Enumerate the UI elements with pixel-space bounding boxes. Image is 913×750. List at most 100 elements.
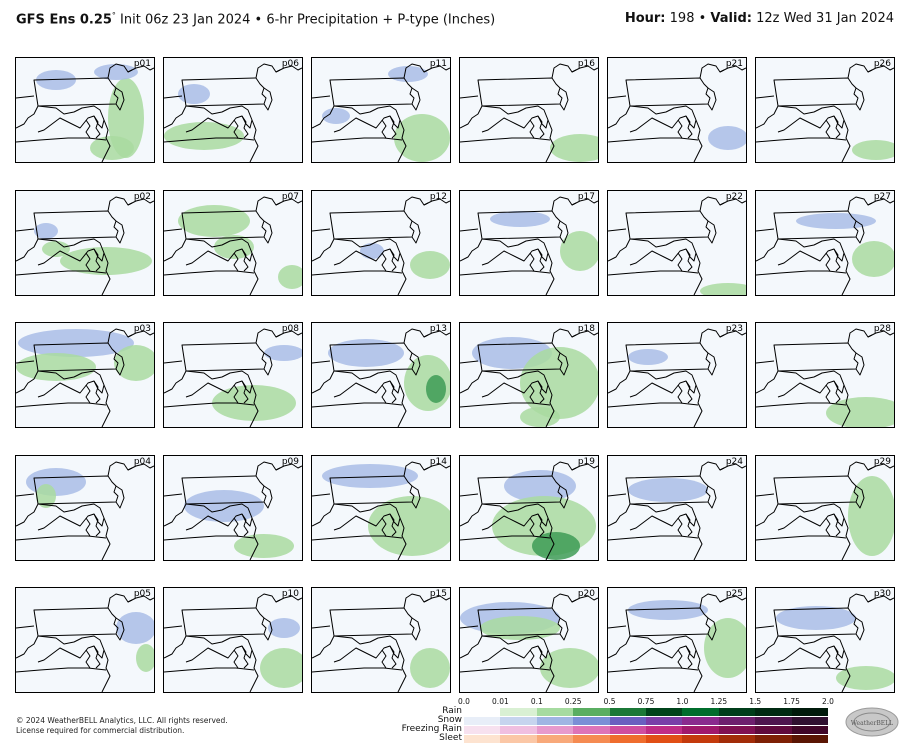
state-border: [608, 105, 631, 129]
ensemble-panel-p12: p12: [311, 189, 451, 296]
state-border: [164, 238, 187, 262]
snow-precip-area: [34, 222, 58, 239]
state-border: [608, 270, 699, 276]
rain-precip-area: [136, 644, 154, 673]
rain-precip-area: [426, 375, 446, 404]
state-border: [481, 503, 549, 531]
state-border: [756, 625, 775, 629]
panel-map: [460, 461, 598, 560]
rain-precip-area: [848, 475, 894, 556]
snow-precip-area: [628, 600, 708, 621]
state-border: [255, 196, 281, 244]
state-border: [460, 535, 551, 541]
state-border: [33, 342, 119, 372]
legend-swatch: [791, 735, 829, 743]
state-border: [312, 535, 403, 541]
legend-swatch: [791, 717, 829, 725]
ensemble-panel-p26: p26: [755, 57, 895, 163]
state-border: [16, 238, 39, 262]
state-border: [185, 238, 253, 266]
state-border: [719, 463, 746, 471]
state-border: [249, 385, 259, 428]
legend-bar-snow: [464, 717, 829, 725]
state-border: [545, 252, 555, 295]
state-border: [481, 105, 549, 133]
valid-label: Valid:: [710, 11, 752, 26]
legend-swatch: [573, 708, 610, 716]
degree-mark: °: [111, 11, 116, 20]
panel-map: [164, 196, 302, 295]
state-border: [333, 105, 401, 133]
state-border: [37, 635, 105, 663]
panel-label: p16: [577, 59, 595, 69]
state-border: [719, 330, 746, 338]
state-border: [312, 370, 335, 394]
panel-map: [608, 461, 746, 560]
panel-map: [164, 63, 302, 162]
snow-precip-area: [184, 489, 264, 522]
rain-precip-area: [520, 347, 598, 420]
legend-swatch: [609, 726, 647, 734]
panel-map: [756, 196, 894, 295]
state-border: [825, 646, 841, 669]
legend-swatch: [464, 708, 501, 716]
ensemble-panel-p13: p13: [311, 322, 451, 429]
state-border: [185, 503, 253, 531]
state-border: [777, 635, 845, 663]
weatherbell-logo: WeatherBELL: [845, 707, 899, 737]
state-border: [777, 370, 845, 398]
state-border: [312, 625, 331, 629]
panel-map: [756, 328, 894, 428]
state-border: [719, 198, 746, 206]
state-border: [777, 238, 845, 266]
state-border: [847, 328, 873, 376]
state-border: [101, 252, 111, 295]
panel-label: p01: [133, 59, 151, 69]
legend-swatch: [682, 717, 719, 725]
state-border: [460, 493, 479, 497]
ensemble-panel-p01: p01: [15, 57, 155, 163]
state-border: [608, 238, 631, 262]
header: GFS Ens 0.25° Init 06z 23 Jan 2024 • 6-h…: [0, 0, 913, 38]
legend-swatch: [536, 708, 574, 716]
ptype-label-snow: Snow: [437, 715, 462, 725]
legend-tick-label: 1.25: [710, 697, 728, 706]
state-border: [127, 198, 154, 206]
ensemble-panel-p15: p15: [311, 587, 451, 694]
legend-swatch: [791, 726, 829, 734]
state-border: [312, 137, 403, 143]
snow-precip-area: [322, 463, 418, 488]
panel-label: p23: [725, 324, 743, 335]
ensemble-panel-grid: p01 p06 p11 p16 p21 p26 p02 p07 p12 p17 p22 p27 p03 p…: [15, 57, 897, 694]
panel-label: p17: [577, 191, 595, 202]
legend-tick-label: 0.5: [603, 697, 616, 706]
license-text: License required for commercial distribu…: [16, 726, 185, 735]
ensemble-panel-p03: p03: [15, 322, 155, 429]
state-border: [16, 667, 107, 673]
ensemble-panel-p27: p27: [755, 189, 895, 296]
state-border: [107, 196, 133, 244]
state-border: [127, 595, 154, 603]
legend-swatch: [464, 735, 501, 743]
legend-swatch: [609, 735, 647, 743]
state-border: [33, 475, 119, 505]
legend-tick-label: 0.75: [637, 697, 655, 706]
legend-tick-label: 1.0: [676, 697, 689, 706]
state-border: [460, 95, 479, 99]
state-border: [107, 461, 133, 509]
map-title: GFS Ens 0.25° Init 06z 23 Jan 2024 • 6-h…: [16, 11, 495, 27]
state-border: [85, 646, 101, 669]
state-border: [571, 330, 598, 338]
legend-swatch: [755, 726, 792, 734]
state-border: [16, 503, 39, 527]
panel-label: p08: [281, 324, 299, 335]
state-border: [477, 342, 563, 372]
snow-precip-area: [18, 329, 134, 358]
state-border: [677, 513, 693, 537]
rain-precip-area: [520, 407, 560, 428]
state-border: [867, 330, 894, 338]
legend-swatch: [682, 708, 719, 716]
rain-precip-area: [540, 648, 598, 689]
state-border: [312, 238, 335, 262]
state-border: [777, 105, 845, 133]
